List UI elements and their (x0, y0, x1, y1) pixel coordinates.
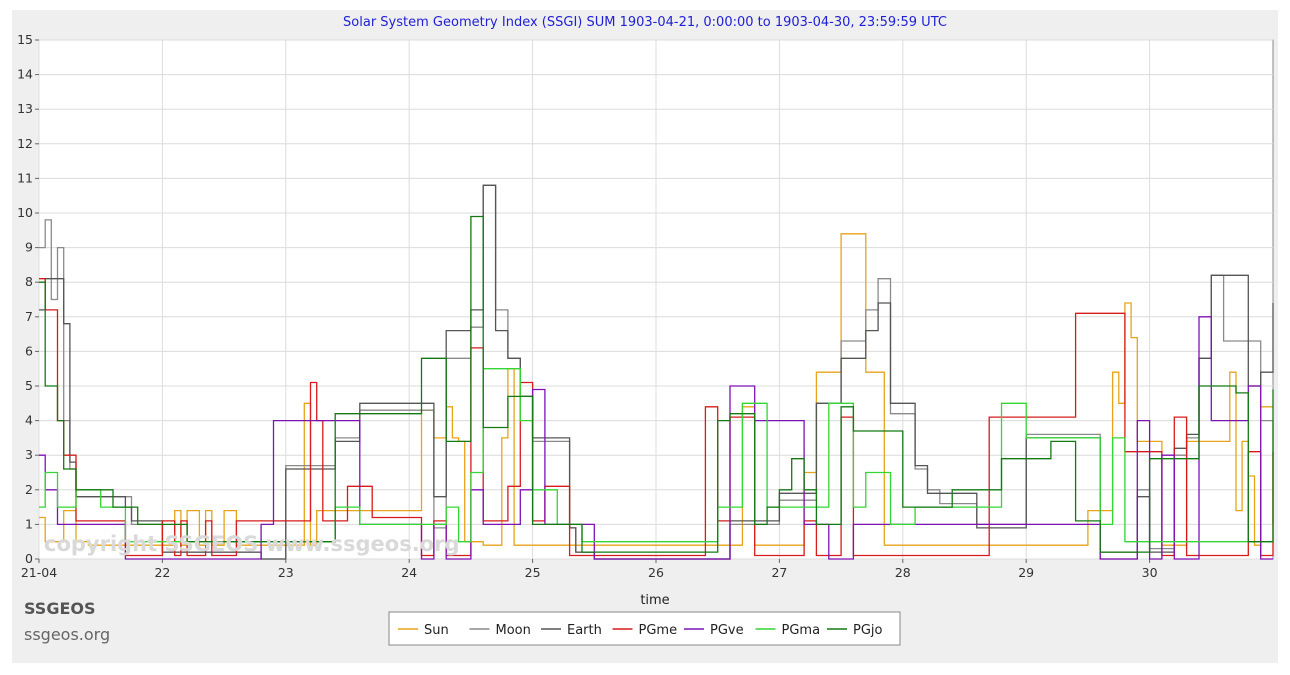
y-tick-label: 13 (17, 101, 33, 116)
legend-items: Sun Moon Earth PGme PGve PGma PGjo (398, 623, 883, 638)
x-tick-label: 24 (401, 565, 417, 580)
y-tick-label: 0 (25, 551, 33, 566)
legend-label-pgme: PGme (639, 623, 678, 638)
legend-label-earth: Earth (567, 623, 602, 638)
y-tick-label: 2 (25, 482, 33, 497)
chart-panel: Solar System Geometry Index (SSGI) SUM 1… (12, 10, 1278, 663)
brand-name: SSGEOS (24, 599, 96, 618)
legend-label-pgve: PGve (710, 623, 744, 638)
y-tick-label: 6 (25, 343, 33, 358)
y-tick-label: 14 (17, 67, 33, 82)
series-layer (39, 184, 1274, 560)
grid (38, 39, 1273, 560)
y-tick-label: 1 (25, 516, 33, 531)
y-tick-label: 7 (25, 309, 33, 324)
legend-label-pgma: PGma (782, 623, 821, 638)
series-line-pgme (39, 278, 1274, 557)
y-tick-label: 4 (25, 413, 33, 428)
series-line-pgjo (39, 215, 1274, 553)
legend-label-sun: Sun (424, 623, 449, 638)
x-tick-label: 25 (525, 565, 541, 580)
brand-url: ssgeos.org (24, 625, 110, 644)
legend: Sun Moon Earth PGme PGve PGma PGjo (388, 611, 901, 646)
legend-label-moon: Moon (496, 623, 531, 638)
chart-title: Solar System Geometry Index (SSGI) SUM 1… (343, 15, 947, 30)
y-tick-label: 3 (25, 447, 33, 462)
x-tick-label: 21-04 (21, 565, 57, 580)
x-axis-label: time (640, 593, 669, 608)
x-tick-label: 26 (648, 565, 664, 580)
legend-label-pgjo: PGjo (853, 623, 883, 638)
y-tick-label: 10 (17, 205, 33, 220)
y-tick-label: 11 (17, 170, 33, 185)
y-tick-label: 5 (25, 378, 33, 393)
x-tick-label: 29 (1018, 565, 1034, 580)
series-line-pgma (39, 368, 1273, 543)
x-tick-label: 23 (278, 565, 294, 580)
y-tick-label: 9 (25, 240, 33, 255)
y-tick-label: 15 (17, 32, 33, 47)
y-tick-label: 8 (25, 274, 33, 289)
x-tick-label: 22 (154, 565, 170, 580)
x-tick-label: 27 (771, 565, 787, 580)
y-tick-label: 12 (17, 136, 33, 151)
x-tick-label: 30 (1142, 565, 1158, 580)
series-line-sun (39, 233, 1273, 546)
watermark: copyright SSGEOS www.ssgeos.org (44, 532, 460, 556)
x-tick-label: 28 (895, 565, 911, 580)
line-chart: Solar System Geometry Index (SSGI) SUM 1… (17, 15, 1274, 646)
